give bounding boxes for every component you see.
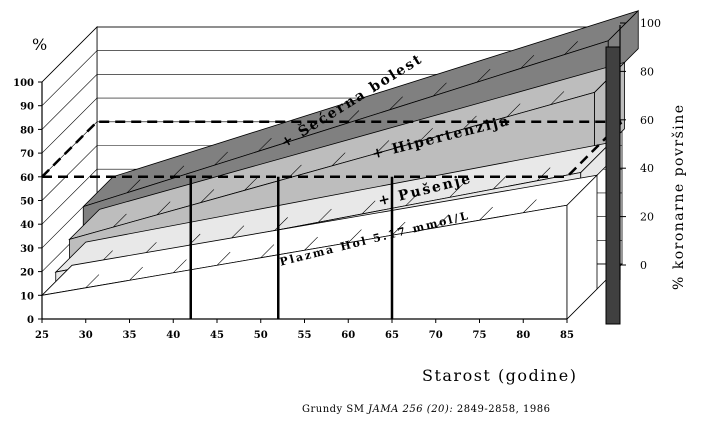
y-tick-label-right: 80 [640, 65, 654, 78]
series-hatch [200, 189, 215, 203]
reference-lines [41, 120, 623, 319]
series-hatch [230, 225, 245, 240]
y-tick-label: 100 [13, 78, 34, 89]
gridline [41, 26, 622, 83]
y-tick-label: 90 [20, 102, 34, 113]
series-hatch [375, 140, 390, 154]
series-hatch [433, 82, 447, 97]
series-hatch [173, 259, 187, 273]
axes: 25 30 35 40 45 50 55 60 65 70 75 80 85 0 10 20 30 40 50 60 7… [13, 17, 661, 341]
series-hatch [129, 266, 143, 281]
series-hatch [564, 41, 578, 55]
x-tick-label: 60 [341, 330, 355, 341]
y-tick-label: 80 [20, 125, 34, 136]
series-hatch [536, 167, 551, 182]
series-hatch [126, 179, 141, 194]
x-tick-label: 65 [385, 330, 399, 341]
x-tick-label: 50 [254, 330, 268, 341]
series-hatch [389, 96, 403, 111]
series-hatch [523, 199, 537, 213]
series-hatch [479, 206, 493, 221]
citation-authors: Grundy SM [302, 404, 368, 415]
right-axis-pillar [605, 46, 621, 325]
x-tick-label: 80 [516, 330, 530, 341]
x-tick-label: 85 [560, 330, 574, 341]
threshold-line-back [41, 120, 622, 178]
series-hatch [156, 201, 171, 216]
y-tick-label: 20 [20, 268, 34, 279]
x-tick-label: 55 [298, 330, 312, 341]
series-hatch [216, 251, 231, 266]
x-tick-label: 75 [473, 330, 487, 341]
series-hatch [304, 236, 318, 251]
y-tick-label: 40 [20, 220, 34, 231]
series-hatch [419, 127, 433, 142]
citation-journal: JAMA 256 (20): [366, 404, 453, 415]
y-tick-label-right: 20 [640, 211, 654, 224]
series-hatch [348, 229, 362, 243]
x-tick-label: 45 [210, 330, 224, 341]
y-tick-label: 10 [20, 291, 34, 302]
gridline [41, 50, 622, 106]
series-band-side [566, 174, 598, 320]
series-hatch [435, 214, 450, 228]
series-hatch [260, 244, 275, 258]
right-axis-label: % koronarne površine [670, 103, 687, 290]
series-hatch [301, 124, 316, 138]
series-hatch [331, 152, 346, 167]
y-tick-label: 50 [20, 197, 34, 208]
y-tick-label: 30 [20, 244, 34, 255]
series-hatch [449, 184, 463, 198]
series-hatch [85, 274, 100, 289]
series-hatch [405, 192, 420, 206]
series-hatch [318, 208, 332, 223]
threshold-line-front [42, 120, 623, 179]
x-tick-label: 30 [79, 330, 93, 341]
x-tick-label: 25 [35, 330, 49, 341]
citation: Grundy SM JAMA 256 (20): 2849-2858, 1986 [302, 404, 550, 415]
series-hatch [476, 68, 491, 83]
x-tick-label: 70 [429, 330, 443, 341]
x-axis-label: Starost (godine) [422, 366, 577, 385]
y-tick-label-right: 60 [640, 114, 654, 127]
series-hatch [520, 54, 535, 69]
y-tick-label-right: 40 [640, 162, 654, 175]
y-tick-label: 70 [20, 149, 34, 160]
series-hatch [258, 137, 272, 152]
y-tick-label-right: 0 [640, 259, 647, 272]
y-tick-label: 60 [20, 173, 34, 184]
series-hatch [244, 176, 258, 191]
y-tick-label-right: 100 [640, 17, 661, 30]
series-bands [40, 9, 639, 320]
citation-pages: 2849-2858, 1986 [453, 404, 550, 415]
x-tick-label: 40 [166, 330, 180, 341]
series-hatch [361, 200, 376, 215]
series-hatch [113, 213, 127, 228]
series-hatch [391, 221, 406, 236]
left-axis-label: % [32, 35, 49, 54]
series-hatch [274, 217, 288, 231]
x-tick-label: 35 [123, 330, 137, 341]
series-hatch [214, 151, 228, 166]
y-tick-label: 0 [27, 315, 34, 326]
series-hatch [550, 91, 565, 105]
series-hatch [506, 103, 521, 118]
series-hatch [493, 175, 507, 190]
